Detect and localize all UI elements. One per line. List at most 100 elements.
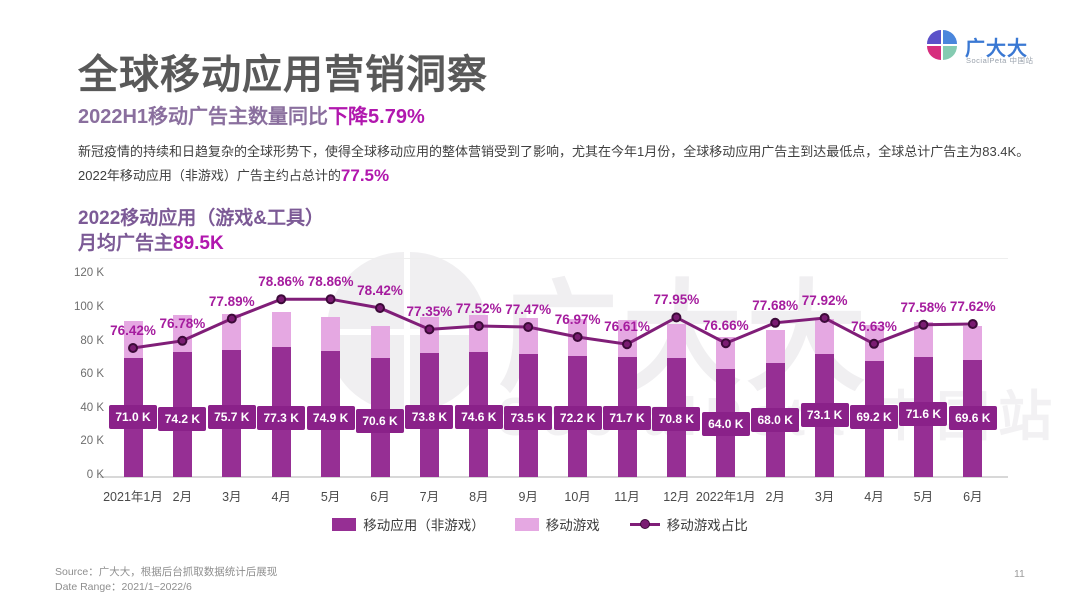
x-axis-tick-label: 3月 [222,490,242,504]
chart-title-highlight: 89.5K [173,233,224,254]
intro-line-1: 新冠疫情的持续和日趋复杂的全球形势下，使得全球移动应用的整体营销受到了影响，尤其… [78,144,1030,159]
intro-line-2-highlight: 77.5% [340,166,390,185]
bar-value-label: 71.6 K [899,402,948,426]
y-axis-tick-label: 40 K [80,401,104,414]
bar-game [765,330,785,363]
pct-label: 77.47% [505,302,552,317]
bar-value-label: 68.0 K [751,408,800,432]
bar-value-label: 74.9 K [306,406,355,430]
bar-value-label: 73.1 K [800,403,849,427]
bar-value-label: 71.0 K [109,405,157,429]
pct-label: 77.68% [752,297,799,313]
bar-game [913,321,933,357]
x-axis-tick-label: 3月 [814,490,835,504]
x-axis-tick-label: 10月 [564,490,591,504]
bar-value-label: 77.3 K [257,406,306,430]
page-subtitle: 2022H1移动广告主数量同比下降5.79% [78,100,425,129]
subtitle-text: 2022H1移动广告主数量同比 [78,106,329,128]
bar-value-label: 74.6 K [454,405,503,429]
chart-title-line2: 月均广告主89.5K [78,231,324,256]
x-axis-tick-label: 2021年1月 [103,490,163,504]
trend-point [819,313,830,323]
x-axis-tick-label: 11月 [614,490,640,504]
pct-label: 76.78% [159,315,206,331]
trend-point [424,324,435,335]
legend-label-game: 移动游戏 [545,518,600,533]
y-axis-tick-label: 120 K [73,267,104,280]
pct-label: 77.95% [653,292,700,308]
page-title: 全球移动应用营销洞察 [78,53,488,97]
trend-point [671,312,682,323]
trend-point [918,319,929,330]
pct-label: 77.89% [208,293,255,309]
intro-line-2-text: 2022年移动应用（非游戏）广告主约占总计的 [78,168,341,183]
chart-title: 2022移动应用（游戏&工具） 月均广告主89.5K [78,206,324,256]
x-axis-tick-label: 5月 [320,490,341,504]
page-number: 11 [1014,568,1025,580]
trend-point [622,339,632,350]
plot-top-border [100,258,1008,259]
bar-value-label: 74.2 K [158,407,207,431]
bar-game [617,319,637,357]
y-axis-tick-label: 60 K [80,368,104,381]
bar-game [222,313,242,350]
bar-value-label: 73.8 K [405,405,454,429]
y-axis-tick-label: 100 K [73,301,104,313]
trend-point [523,322,534,332]
x-axis-tick-label: 6月 [963,490,983,504]
pct-label: 76.97% [554,312,601,327]
logo-mark-icon [927,30,957,60]
trend-point [177,335,188,346]
x-axis-tick-label: 6月 [370,490,390,504]
pct-label: 77.92% [801,293,848,308]
legend-item-game: 移动游戏 [514,514,600,534]
trend-line [132,297,973,350]
bar-game [271,312,291,348]
legend-label-share: 移动游戏占比 [666,518,748,533]
x-axis-tick-label: 9月 [518,490,538,504]
pct-label: 76.66% [702,318,749,334]
legend-swatch-nongame-icon [332,517,357,531]
bar-game [815,319,835,355]
trend-point [226,313,237,324]
x-axis-tick-label: 2月 [765,490,785,504]
y-axis-tick-label: 0 K [86,469,104,481]
x-axis-tick-label: 2022年1月 [695,490,756,504]
trend-point [720,338,731,349]
x-axis-tick-label: 4月 [271,490,291,504]
pct-label: 76.42% [110,323,156,338]
logo-name: 广大大 [965,38,1028,60]
subtitle-highlight: 下降5.79% [328,106,425,128]
bar-value-label: 64.0 K [701,412,750,436]
footer-source: Source：广大大，根据后台抓取数据统计后展现 [55,566,278,578]
legend: 移动应用（非游戏） 移动游戏 移动游戏占比 [0,514,1080,534]
bar-value-label: 73.5 K [504,406,553,430]
bar-game [963,326,983,361]
chart-title-line1: 2022移动应用（游戏&工具） [78,208,324,229]
bar-value-label: 69.6 K [948,406,997,430]
pct-label: 78.42% [357,283,403,298]
legend-item-share: 移动游戏占比 [629,514,748,534]
pct-label: 77.62% [949,299,996,314]
trend-point [967,319,978,329]
pct-label: 78.86% [258,274,305,290]
x-axis-tick-label: 5月 [913,490,934,504]
x-axis-tick-label: 2月 [172,490,193,504]
pct-label: 76.63% [851,318,897,334]
trend-point [325,294,336,305]
trend-point [572,332,583,342]
bar-value-label: 70.6 K [356,409,404,433]
trend-point [276,294,287,305]
x-axis-tick-label: 8月 [469,490,489,504]
legend-label-nongame: 移动应用（非游戏） [363,518,485,533]
pct-label: 77.58% [900,299,947,315]
trend-point [375,303,385,313]
intro-line-2: 2022年移动应用（非游戏）广告主约占总计的77.5% [78,165,389,186]
trend-point [473,321,484,331]
bar-value-label: 70.8 K [652,407,701,431]
x-axis-tick-label: 7月 [419,490,440,504]
footer-date-range: Date Range：2021/1~2022/6 [55,581,192,593]
legend-swatch-game-icon [514,517,539,531]
x-axis-tick-label: 4月 [864,490,884,504]
